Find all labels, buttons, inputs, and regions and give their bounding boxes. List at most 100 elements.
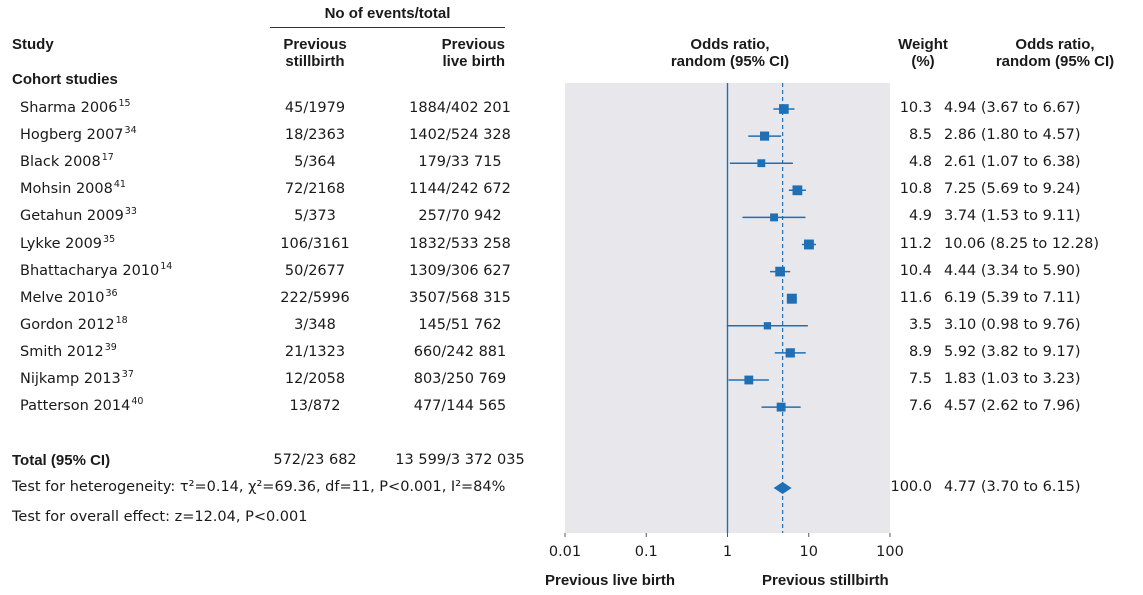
study-weight: 8.9 — [908, 344, 932, 360]
study-stillbirth-events: 3/348 — [294, 317, 336, 333]
prev-livebirth-header-line2: live birth — [442, 53, 505, 70]
or-marker — [760, 131, 770, 141]
weight-header-line2: (%) — [911, 53, 935, 70]
study-stillbirth-events: 106/3161 — [280, 236, 350, 252]
study-weight: 11.6 — [899, 290, 932, 306]
or-marker — [770, 213, 778, 222]
study-weight: 7.5 — [908, 371, 932, 387]
study-ref-superscript: 41 — [113, 179, 126, 190]
x-tick-label: 1 — [723, 544, 732, 560]
total-label: Total (95% CI) — [12, 452, 111, 469]
prev-livebirth-header-line1: Previous — [441, 36, 505, 53]
study-name-text: Patterson 2014 — [20, 398, 131, 414]
study-name-text: Nijkamp 2013 — [20, 371, 121, 387]
study-weight: 3.5 — [908, 317, 932, 333]
study-name: Getahun 200933 — [20, 206, 137, 226]
study-ref-superscript: 14 — [160, 261, 173, 272]
or-header-line2: random (95% CI) — [995, 53, 1115, 70]
study-livebirth-events: 1309/306 627 — [409, 263, 511, 279]
study-name-text: Gordon 2012 — [20, 317, 115, 333]
study-weight: 7.6 — [908, 398, 932, 414]
weight-header-line1: Weight — [898, 36, 948, 53]
x-tick-label: 10 — [800, 544, 818, 560]
study-name: Melve 201036 — [20, 288, 118, 308]
study-name-text: Hogberg 2007 — [20, 127, 124, 143]
study-or-text: 4.44 (3.34 to 5.90) — [944, 263, 1081, 279]
study-or-text: 5.92 (3.82 to 9.17) — [944, 344, 1081, 360]
study-ref-superscript: 36 — [105, 288, 118, 299]
or-marker — [744, 375, 754, 385]
study-name-text: Smith 2012 — [20, 344, 104, 360]
or-marker — [775, 266, 785, 277]
study-weight: 11.2 — [899, 236, 932, 252]
study-or-text: 3.10 (0.98 to 9.76) — [944, 317, 1081, 333]
pooled-diamond — [773, 482, 792, 494]
heterogeneity-test: Test for heterogeneity: τ²=0.14, χ²=69.3… — [12, 479, 506, 495]
study-name-text: Mohsin 2008 — [20, 181, 113, 197]
or-marker — [776, 402, 786, 412]
study-or-text: 1.83 (1.03 to 3.23) — [944, 371, 1081, 387]
study-ref-superscript: 37 — [121, 369, 134, 380]
study-stillbirth-events: 5/364 — [294, 154, 336, 170]
events-group-rule — [270, 27, 505, 28]
study-ref-superscript: 18 — [115, 315, 128, 326]
total-or-text: 4.77 (3.70 to 6.15) — [944, 479, 1081, 495]
study-livebirth-events: 179/33 715 — [418, 154, 502, 170]
total-weight: 100.0 — [890, 479, 932, 495]
study-livebirth-events: 145/51 762 — [418, 317, 502, 333]
or-marker — [763, 322, 772, 330]
or-marker — [792, 185, 803, 196]
study-name: Gordon 201218 — [20, 315, 128, 335]
overall-effect-test: Test for overall effect: z=12.04, P<0.00… — [12, 509, 308, 525]
study-livebirth-events: 3507/568 315 — [409, 290, 511, 306]
study-ref-superscript: 17 — [101, 152, 114, 163]
study-or-text: 4.94 (3.67 to 6.67) — [944, 100, 1081, 116]
section-title: Cohort studies — [12, 71, 118, 88]
study-ref-superscript: 33 — [124, 206, 137, 217]
favours-left-label: Previous live birth — [545, 572, 676, 589]
study-column-header: Study — [12, 36, 54, 53]
study-name: Patterson 201440 — [20, 396, 144, 416]
study-livebirth-events: 257/70 942 — [418, 208, 502, 224]
study-or-text: 4.57 (2.62 to 7.96) — [944, 398, 1081, 414]
study-name: Hogberg 200734 — [20, 125, 137, 145]
x-tick-label: 0.01 — [549, 544, 581, 560]
study-or-text: 2.86 (1.80 to 4.57) — [944, 127, 1081, 143]
total-stillbirth: 572/23 682 — [273, 452, 357, 468]
study-ref-superscript: 35 — [103, 234, 116, 245]
study-weight: 10.4 — [899, 263, 932, 279]
study-stillbirth-events: 18/2363 — [284, 127, 346, 143]
study-livebirth-events: 803/250 769 — [413, 371, 507, 387]
study-name-text: Sharma 2006 — [20, 100, 118, 116]
study-or-text: 6.19 (5.39 to 7.11) — [944, 290, 1081, 306]
study-ref-superscript: 40 — [131, 396, 144, 407]
study-name: Mohsin 200841 — [20, 179, 126, 199]
study-livebirth-events: 660/242 881 — [413, 344, 507, 360]
study-or-text: 3.74 (1.53 to 9.11) — [944, 208, 1081, 224]
study-stillbirth-events: 50/2677 — [284, 263, 346, 279]
study-or-text: 10.06 (8.25 to 12.28) — [944, 236, 1100, 252]
study-weight: 10.3 — [899, 100, 932, 116]
study-weight: 8.5 — [908, 127, 932, 143]
study-stillbirth-events: 45/1979 — [284, 100, 346, 116]
study-livebirth-events: 1144/242 672 — [409, 181, 511, 197]
study-livebirth-events: 477/144 565 — [413, 398, 507, 414]
study-name: Bhattacharya 201014 — [20, 261, 173, 281]
x-tick-label: 100 — [876, 544, 904, 560]
study-weight: 10.8 — [899, 181, 932, 197]
study-ref-superscript: 15 — [118, 98, 131, 109]
study-name: Sharma 200615 — [20, 98, 131, 118]
plot-or-header-line2: random (95% CI) — [670, 53, 790, 70]
study-or-text: 7.25 (5.69 to 9.24) — [944, 181, 1081, 197]
study-name-text: Melve 2010 — [20, 290, 105, 306]
study-name: Smith 201239 — [20, 342, 117, 362]
x-tick-label: 0.1 — [635, 544, 658, 560]
study-stillbirth-events: 5/373 — [294, 208, 336, 224]
study-name: Black 200817 — [20, 152, 114, 172]
events-group-header: No of events/total — [324, 5, 451, 22]
study-ref-superscript: 39 — [104, 342, 117, 353]
study-stillbirth-events: 72/2168 — [284, 181, 346, 197]
study-name-text: Lykke 2009 — [20, 236, 103, 252]
study-name-text: Black 2008 — [20, 154, 101, 170]
study-livebirth-events: 1402/524 328 — [409, 127, 511, 143]
